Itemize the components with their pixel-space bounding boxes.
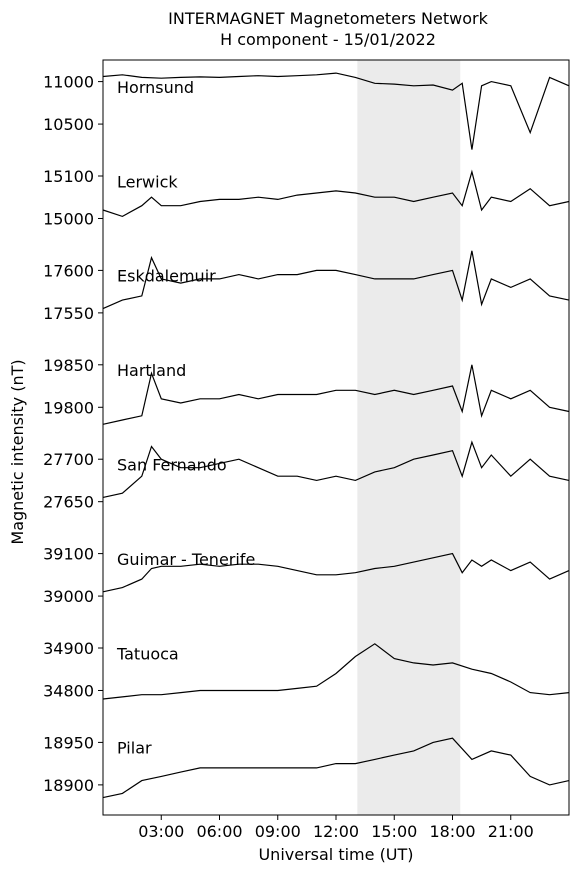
traces-group	[102, 72, 570, 799]
y-tick-label: 10500	[43, 115, 94, 134]
trace-line	[102, 440, 570, 498]
y-tick-label: 15000	[43, 209, 94, 228]
x-axis-label: Universal time (UT)	[258, 845, 413, 864]
x-tick-label: 18:00	[429, 822, 475, 841]
station-label: Hartland	[117, 361, 186, 380]
x-tick-label: 15:00	[371, 822, 417, 841]
plot-frame	[102, 59, 570, 816]
x-tick-label: 09:00	[255, 822, 301, 841]
y-tick-label: 39100	[43, 545, 94, 564]
station-label: Lerwick	[117, 172, 178, 191]
trace-line	[102, 737, 570, 799]
y-tick-label: 34800	[43, 681, 94, 700]
y-axis-label: Magnetic intensity (nT)	[8, 359, 27, 544]
station-label: Eskdalemuir	[117, 267, 216, 286]
y-tick-label: 27700	[43, 450, 94, 469]
trace-line	[102, 169, 570, 218]
x-tick-label: 06:00	[196, 822, 242, 841]
trace-line	[102, 643, 570, 700]
y-tick-label: 39000	[43, 587, 94, 606]
highlight-span	[357, 60, 461, 815]
chart-subtitle: H component - 15/01/2022	[220, 30, 436, 49]
x-tick-label: 03:00	[138, 822, 184, 841]
station-label: Tatuoca	[116, 644, 179, 663]
y-tick-label: 17550	[43, 304, 94, 323]
y-tick-label: 19800	[43, 398, 94, 417]
y-tick-label: 27650	[43, 493, 94, 512]
y-tick-label: 34900	[43, 639, 94, 658]
x-tick-label: 21:00	[488, 822, 534, 841]
y-tick-label: 18900	[43, 776, 94, 795]
y-tick-label: 18950	[43, 733, 94, 752]
station-labels-group: Hornsund Lerwick Eskdalemuir Hartland San Fe…	[116, 78, 255, 758]
y-ticks-group: 11000 10500 15100 15000 17600 17550 19850 19800…	[43, 73, 103, 795]
y-tick-label: 17600	[43, 261, 94, 280]
station-label: Guimar - Tenerife	[117, 550, 255, 569]
chart-title: INTERMAGNET Magnetometers Network	[168, 9, 488, 28]
x-tick-label: 12:00	[313, 822, 359, 841]
trace-line	[102, 250, 570, 310]
trace-line	[102, 364, 570, 425]
station-label: Pilar	[117, 739, 152, 758]
y-tick-label: 19850	[43, 356, 94, 375]
x-ticks-group: 03:00 06:00 09:00 12:00 15:00 18:00 21:00	[138, 815, 534, 841]
y-tick-label: 11000	[43, 73, 94, 92]
trace-line	[102, 552, 570, 593]
trace-line	[102, 72, 570, 150]
station-label: San Fernando	[117, 456, 227, 475]
y-tick-label: 15100	[43, 167, 94, 186]
station-label: Hornsund	[117, 78, 194, 97]
